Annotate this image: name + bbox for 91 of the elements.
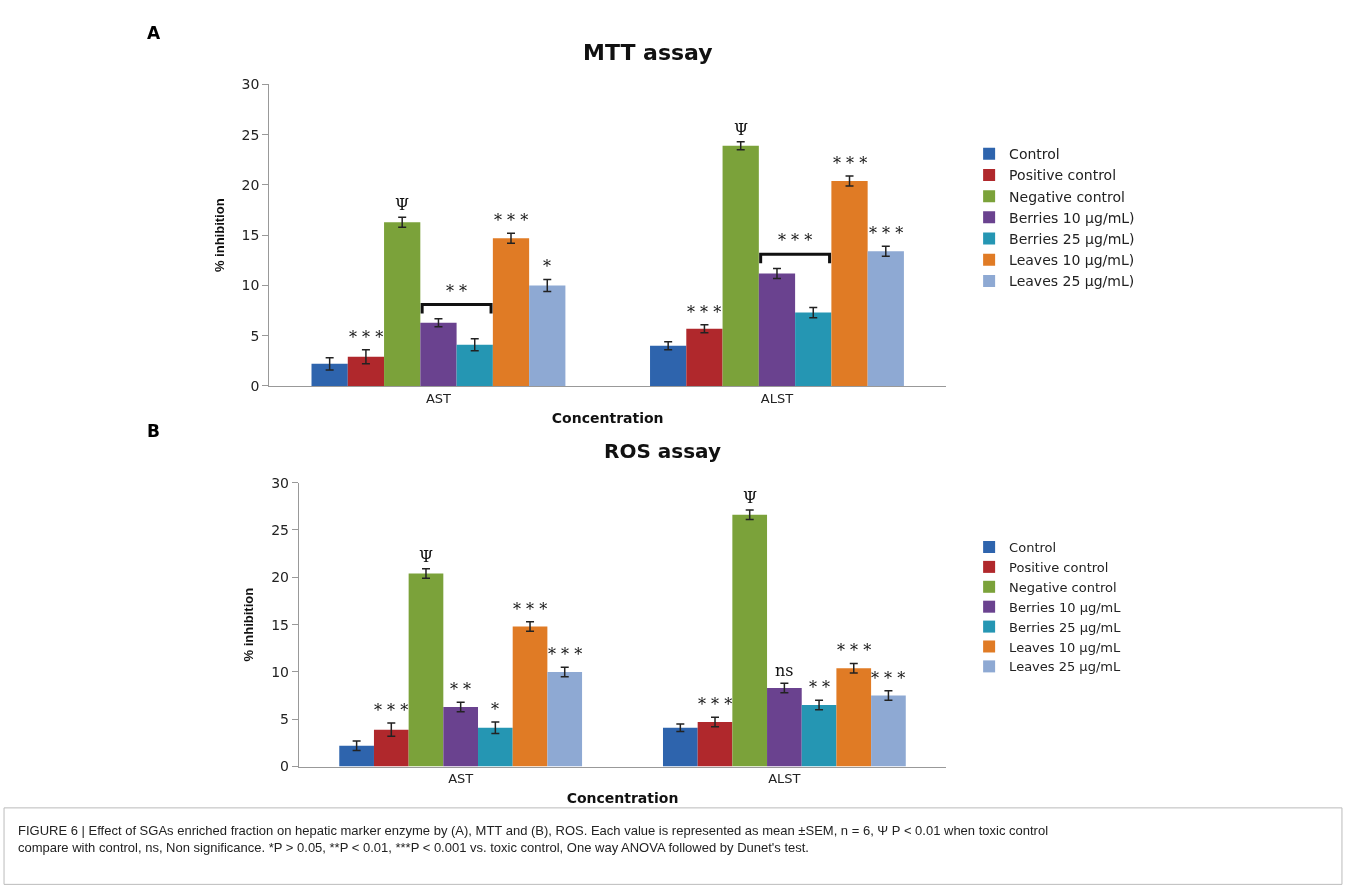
y-tick-label: 30 xyxy=(271,474,290,491)
bar xyxy=(384,222,421,386)
bar xyxy=(650,345,687,386)
data-label: Ψ xyxy=(743,488,758,507)
y-tick-label: 0 xyxy=(250,377,260,394)
bar xyxy=(767,688,802,767)
data-label: * * xyxy=(450,680,472,699)
legend-label: Leaves 10 µg/mL) xyxy=(1009,252,1135,269)
y-tick-label: 0 xyxy=(280,758,290,775)
legend-label: Berries 25 µg/mL xyxy=(1009,619,1122,635)
legend-label: Berries 10 µg/mL) xyxy=(1009,209,1135,226)
bar xyxy=(836,668,872,767)
annotation: * * * xyxy=(778,231,813,250)
y-tick-label: 10 xyxy=(241,277,260,294)
y-tick-label: 30 xyxy=(241,76,260,93)
bar xyxy=(732,514,768,767)
bar xyxy=(408,573,444,767)
bar xyxy=(311,363,348,386)
data-label: Ψ xyxy=(419,547,434,566)
bar xyxy=(801,705,837,767)
x-tick-label: ALST xyxy=(760,390,794,406)
data-label: ns xyxy=(775,661,794,680)
legend-label: Leaves 25 µg/mL) xyxy=(1009,273,1135,290)
x-axis-title: Concentration xyxy=(551,409,664,426)
bar xyxy=(547,671,583,767)
y-tick-label: 20 xyxy=(241,176,260,193)
data-label: * xyxy=(491,700,499,719)
data-label: * * * xyxy=(833,154,868,173)
bar xyxy=(758,273,796,386)
legend-label: Positive control xyxy=(1009,559,1109,575)
caption: FIGURE 6 | Effect of SGAs enriched fraction on hepatic marker enzyme by (A), MTT and (B), ROS. Each value is represented as mean ±SEM, n = 6, Ψ P < 0.01 when toxic control compare with control, ns, Non significance. *P > 0.05, **P < 0.01, ***P < 0.001 vs. toxic control, One way ANOVA followed by Dunet's test. xyxy=(18,823,1049,855)
bar xyxy=(722,145,759,386)
data-label: * * * xyxy=(513,600,548,619)
bar xyxy=(339,745,374,767)
x-tick-label: ALST xyxy=(768,771,801,787)
bar xyxy=(456,344,493,386)
x-tick-label: AST xyxy=(448,771,474,787)
y-tick-label: 15 xyxy=(271,616,290,633)
legend-label: Berries 25 µg/mL) xyxy=(1009,231,1135,247)
legend-label: Control xyxy=(1009,146,1060,163)
bar xyxy=(686,328,723,386)
data-label: * * * xyxy=(548,645,583,664)
y-axis-title: % inhibition xyxy=(241,587,257,662)
y-tick-label: 5 xyxy=(280,711,290,728)
text: A xyxy=(147,23,161,43)
y-tick-label: 25 xyxy=(271,521,290,538)
data-label: * * * xyxy=(869,224,904,243)
data-label: * * xyxy=(809,678,831,697)
bar xyxy=(697,722,733,767)
y-tick-label: 15 xyxy=(241,227,260,244)
bar xyxy=(512,626,548,767)
data-label: * * * xyxy=(871,669,906,688)
y-tick-label: 20 xyxy=(271,569,290,586)
legend-label: Control xyxy=(1009,540,1057,556)
bar xyxy=(492,238,530,386)
data-label: * xyxy=(543,257,551,276)
data-label: * * * xyxy=(349,328,384,347)
data-label: * * * xyxy=(687,303,722,322)
bar xyxy=(831,180,868,386)
bar xyxy=(373,729,409,767)
data-label: * * * xyxy=(837,641,872,660)
bar xyxy=(867,251,904,386)
bar xyxy=(662,727,698,767)
bar xyxy=(795,312,832,386)
chart-title: ROS assay xyxy=(604,439,721,463)
text: B xyxy=(147,421,160,441)
bar xyxy=(478,727,513,767)
data-label: * * * xyxy=(494,211,529,230)
legend-label: Negative control xyxy=(1009,188,1125,205)
data-label: * * * xyxy=(698,695,733,714)
bar xyxy=(420,322,457,386)
bar xyxy=(443,706,479,767)
y-tick-label: 25 xyxy=(241,126,260,143)
y-tick-label: 10 xyxy=(271,663,290,680)
legend-label: Leaves 10 µg/mL xyxy=(1009,639,1121,655)
data-label: Ψ xyxy=(734,120,749,139)
data-label: * * * xyxy=(374,701,409,720)
data-label: Ψ xyxy=(395,195,410,214)
y-axis-title: % inhibition xyxy=(211,198,227,273)
bar xyxy=(871,695,906,767)
bar xyxy=(347,356,385,386)
y-tick-label: 5 xyxy=(250,327,260,344)
x-tick-label: AST xyxy=(425,390,452,406)
bar xyxy=(529,285,566,386)
annotation: * * xyxy=(446,282,468,301)
legend-label: Leaves 25 µg/mL xyxy=(1009,659,1121,675)
legend-label: Positive control xyxy=(1009,167,1117,184)
legend-label: Berries 10 µg/mL xyxy=(1009,599,1122,615)
legend-label: Negative control xyxy=(1009,579,1117,595)
chart-title: MTT assay xyxy=(583,40,713,65)
x-axis-title: Concentration xyxy=(566,790,679,807)
